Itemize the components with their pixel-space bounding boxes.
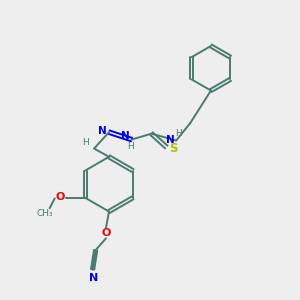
Text: CH₃: CH₃ — [37, 209, 53, 218]
Text: N: N — [89, 273, 99, 284]
Text: H: H — [175, 130, 182, 139]
Text: O: O — [56, 192, 65, 202]
Text: S: S — [169, 142, 178, 155]
Text: N: N — [167, 136, 175, 146]
Text: H: H — [82, 138, 89, 147]
Text: H: H — [128, 142, 134, 151]
Text: N: N — [98, 126, 107, 136]
Text: O: O — [101, 228, 111, 238]
Text: N: N — [121, 131, 129, 141]
